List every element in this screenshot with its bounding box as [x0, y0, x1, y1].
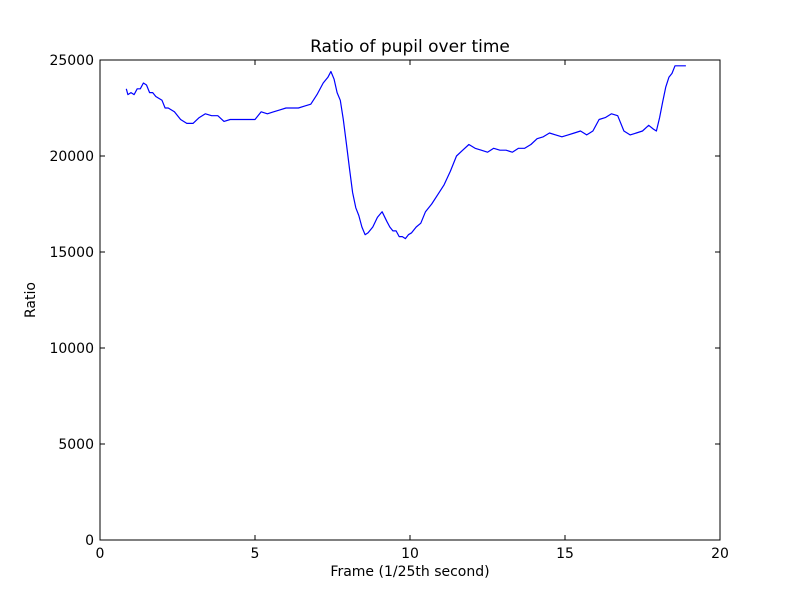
x-tick-label: 5 [251, 546, 260, 562]
x-tick-label: 10 [401, 546, 419, 562]
y-tick-label: 5000 [58, 437, 94, 453]
y-tick-label: 10000 [49, 341, 94, 357]
x-axis-label: Frame (1/25th second) [330, 564, 489, 580]
series-line-0 [125, 65, 686, 240]
x-tick-label: 0 [96, 546, 105, 562]
y-tick-label: 20000 [49, 149, 94, 165]
y-axis-label: Ratio [23, 282, 39, 318]
x-tick-label: 15 [556, 546, 574, 562]
y-tick-label: 25000 [49, 53, 94, 69]
x-tick-label: 20 [711, 546, 729, 562]
y-tick-label: 15000 [49, 245, 94, 261]
y-tick-label: 0 [85, 533, 94, 549]
chart-title: Ratio of pupil over time [310, 37, 510, 57]
